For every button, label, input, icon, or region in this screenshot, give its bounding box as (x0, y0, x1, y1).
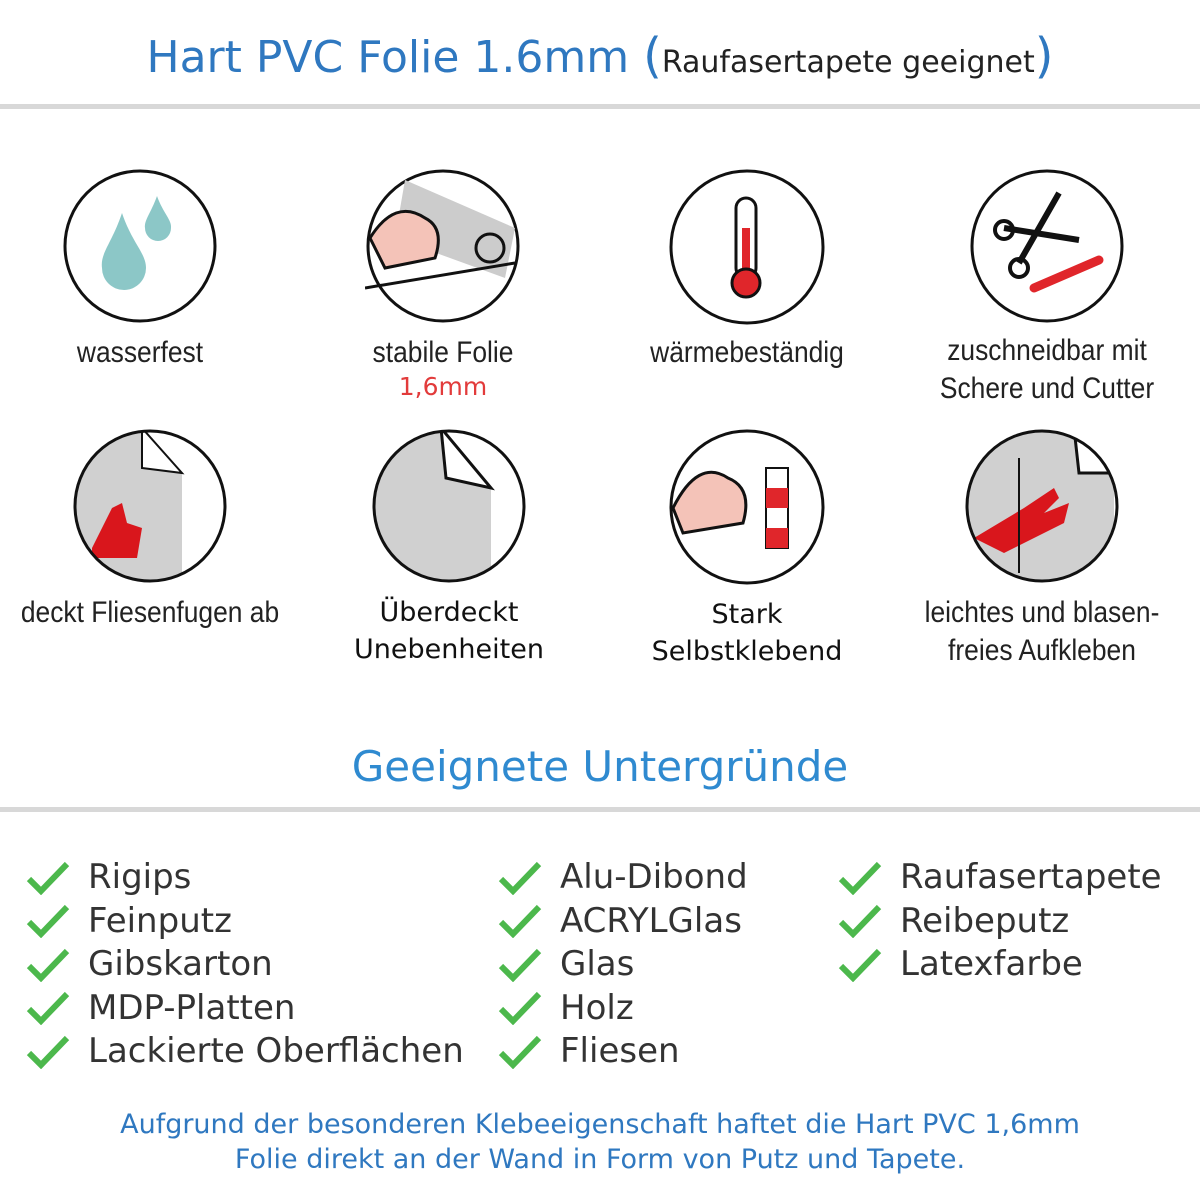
feature-label: leichtes und blasen- (924, 596, 1160, 629)
feature-label: Stark (711, 599, 783, 630)
surface-label: ACRYLGlas (560, 900, 742, 941)
feature-sublabel: 1,6mm (398, 372, 488, 401)
surface-item: Gibskarton (26, 943, 464, 987)
feature-waermebestaendig: wärmebeständig (597, 168, 897, 372)
surface-item: MDP-Platten (26, 987, 464, 1031)
surface-item: Lackierte Oberflächen (26, 1030, 464, 1074)
surface-item: Alu-Dibond (498, 856, 748, 900)
footer-note: Aufgrund der besonderen Klebeeigenschaft… (0, 1107, 1200, 1177)
check-icon (26, 861, 70, 895)
surface-item: ACRYLGlas (498, 900, 748, 944)
surfaces-col2: Alu-Dibond ACRYLGlas Glas Holz Fliesen (498, 856, 748, 1074)
surface-label: Glas (560, 944, 635, 984)
surface-item: Feinputz (26, 900, 464, 944)
check-icon (26, 1035, 70, 1069)
paren: ( (643, 28, 662, 84)
check-icon (838, 861, 882, 895)
check-icon (26, 992, 70, 1026)
surface-item: Latexfarbe (838, 943, 1162, 987)
surface-item: Glas (498, 943, 748, 987)
surface-label: Alu-Dibond (560, 857, 748, 897)
feature-label: Selbstklebend (651, 636, 843, 667)
surface-label: Rigips (88, 857, 192, 897)
check-icon (498, 861, 542, 895)
check-icon (498, 1035, 542, 1069)
check-icon (498, 992, 542, 1026)
surface-item: Rigips (26, 856, 464, 900)
hand-smoothing-icon (965, 429, 1119, 583)
strong-arm-glue-icon (669, 429, 825, 585)
surface-label: MDP-Platten (88, 987, 296, 1028)
strong-arm-foil-icon (365, 169, 520, 323)
foil-corner-icon (372, 429, 526, 583)
check-icon (26, 905, 70, 939)
feature-label: zuschneidbar mit (947, 334, 1147, 367)
divider (0, 807, 1200, 812)
surface-item: Reibeputz (838, 900, 1162, 944)
feature-label: wärmebeständig (650, 336, 844, 369)
water-drops-icon (63, 169, 217, 323)
check-icon (26, 948, 70, 982)
check-icon (838, 948, 882, 982)
feature-fliesenfugen: deckt Fliesenfugen ab (0, 428, 300, 632)
surface-label: Holz (560, 987, 634, 1028)
section-title: Geeignete Untergründe (351, 742, 849, 791)
surface-label: Raufasertapete (900, 857, 1162, 897)
surface-label: Feinputz (88, 900, 232, 941)
feature-stabile-folie: stabile Folie 1,6mm (293, 168, 593, 401)
feature-label: Schere und Cutter (939, 372, 1155, 405)
paren: ) (1034, 28, 1054, 84)
feature-zuschneidbar: zuschneidbar mit Schere und Cutter (897, 168, 1197, 408)
feature-label: Überdeckt (379, 597, 519, 628)
title-sub: Raufasertapete geeignet (661, 45, 1035, 80)
feature-wasserfest: wasserfest (0, 168, 290, 372)
surface-label: Gibskarton (88, 944, 273, 984)
surface-label: Lackierte Oberflächen (88, 1031, 464, 1071)
feature-selbstklebend: Stark Selbstklebend (597, 428, 897, 670)
surface-label: Reibeputz (900, 900, 1070, 941)
thumbs-up-tiles-icon (73, 429, 227, 583)
page-title: Hart PVC Folie 1.6mm (Raufasertapete gee… (0, 28, 1200, 84)
footer-line: Aufgrund der besonderen Klebeeigenschaft… (120, 1109, 1080, 1140)
surface-item: Fliesen (498, 1030, 748, 1074)
feature-label: wasserfest (76, 336, 204, 369)
check-icon (498, 905, 542, 939)
surface-label: Fliesen (560, 1031, 680, 1071)
feature-aufkleben: leichtes und blasen- freies Aufkleben (892, 428, 1192, 670)
surface-item: Raufasertapete (838, 856, 1162, 900)
feature-label: stabile Folie (372, 336, 514, 369)
feature-label: Unebenheiten (354, 634, 544, 665)
title-main: Hart PVC Folie 1.6mm (146, 32, 630, 83)
divider (0, 104, 1200, 109)
surface-label: Latexfarbe (900, 944, 1083, 984)
surfaces-col3: Raufasertapete Reibeputz Latexfarbe (838, 856, 1162, 987)
surface-item: Holz (498, 987, 748, 1031)
feature-unebenheiten: Überdeckt Unebenheiten (299, 428, 599, 668)
footer-line: Folie direkt an der Wand in Form von Put… (234, 1144, 966, 1175)
check-icon (838, 905, 882, 939)
feature-label: deckt Fliesenfugen ab (20, 596, 280, 629)
surfaces-col1: Rigips Feinputz Gibskarton MDP-Platten Lacki… (26, 856, 464, 1074)
check-icon (498, 948, 542, 982)
scissors-cutter-icon (970, 169, 1124, 323)
feature-label: freies Aufkleben (948, 634, 1136, 667)
thermometer-icon (669, 169, 825, 325)
